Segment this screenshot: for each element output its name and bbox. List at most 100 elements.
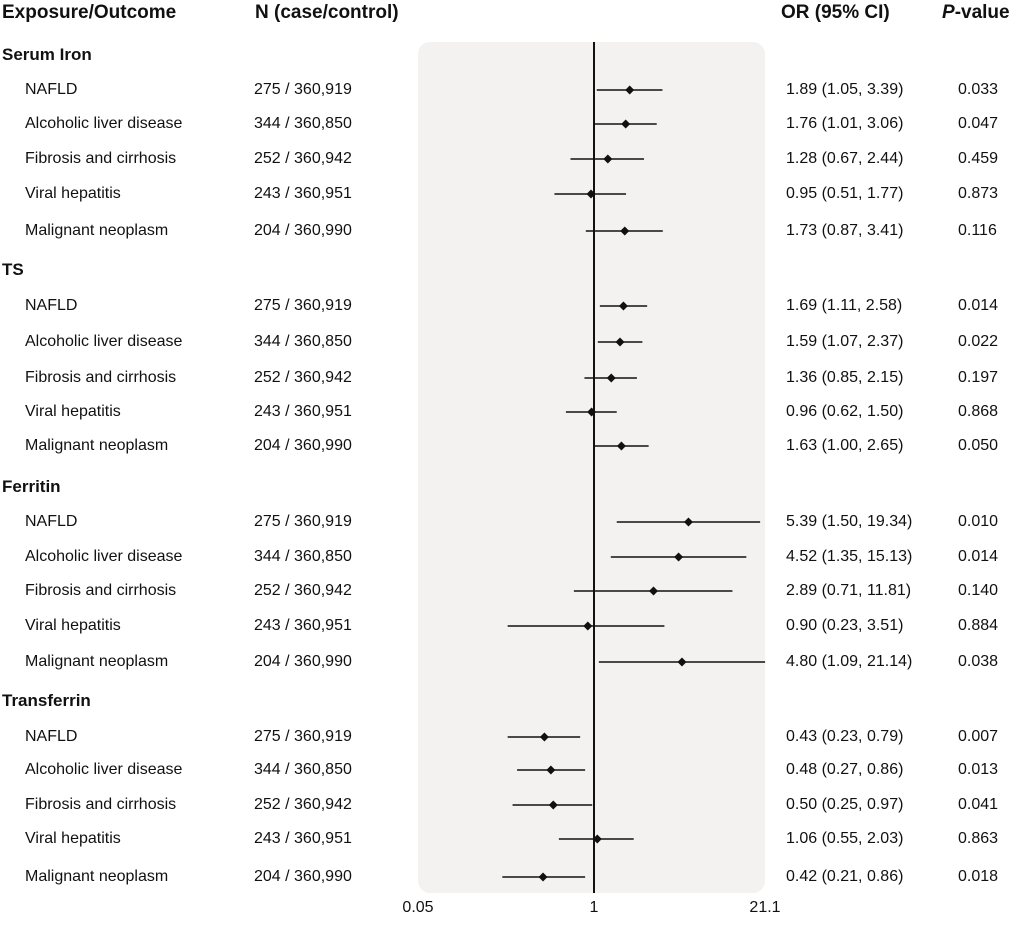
plot-panel [418, 42, 765, 893]
point-estimate [538, 872, 548, 882]
odds-ratio-ci: 0.48 (0.27, 0.86) [786, 761, 904, 778]
case-control-count: 243 / 360,951 [254, 403, 352, 420]
point-estimate [649, 586, 659, 596]
p-value: 0.197 [958, 369, 999, 386]
odds-ratio-ci: 0.95 (0.51, 1.77) [786, 185, 904, 202]
case-control-count: 204 / 360,990 [254, 437, 352, 454]
p-value: 0.459 [958, 150, 999, 167]
odds-ratio-ci: 1.06 (0.55, 2.03) [786, 830, 904, 847]
odds-ratio-ci: 4.80 (1.09, 21.14) [786, 653, 913, 670]
case-control-count: 252 / 360,942 [254, 582, 352, 599]
point-estimate [583, 621, 593, 631]
outcome-label: Viral hepatitis [25, 617, 121, 634]
outcome-label: Alcoholic liver disease [25, 333, 183, 350]
point-estimate [615, 337, 625, 347]
odds-ratio-ci: 1.59 (1.07, 2.37) [786, 333, 904, 350]
x-tick-label: 1 [589, 899, 599, 916]
outcome-label: Fibrosis and cirrhosis [25, 150, 177, 167]
outcome-label: Fibrosis and cirrhosis [25, 796, 177, 813]
odds-ratio-ci: 0.43 (0.23, 0.79) [786, 728, 904, 745]
odds-ratio-ci: 4.52 (1.35, 15.13) [786, 548, 913, 565]
outcome-label: Malignant neoplasm [25, 653, 169, 670]
case-control-count: 204 / 360,990 [254, 222, 352, 239]
odds-ratio-ci: 1.76 (1.01, 3.06) [786, 115, 904, 132]
p-value: 0.116 [958, 222, 997, 239]
p-value: 0.033 [958, 81, 999, 98]
point-estimate [683, 517, 693, 527]
outcome-label: NAFLD [25, 81, 78, 98]
p-value: 0.038 [958, 653, 999, 670]
odds-ratio-ci: 1.69 (1.11, 2.58) [786, 297, 903, 314]
p-value: 0.050 [958, 437, 999, 454]
outcome-label: Alcoholic liver disease [25, 115, 183, 132]
p-value: 0.047 [958, 115, 999, 132]
outcome-label: Viral hepatitis [25, 403, 121, 420]
p-value: 0.010 [958, 513, 999, 530]
case-control-count: 275 / 360,919 [254, 728, 352, 745]
group-title: Transferrin [2, 691, 91, 710]
outcome-label: Alcoholic liver disease [25, 548, 183, 565]
p-value: 0.013 [958, 761, 999, 778]
case-control-count: 252 / 360,942 [254, 796, 352, 813]
p-value: 0.873 [958, 185, 999, 202]
odds-ratio-ci: 5.39 (1.50, 19.34) [786, 513, 913, 530]
p-value: 0.041 [958, 796, 999, 813]
odds-ratio-ci: 0.96 (0.62, 1.50) [786, 403, 904, 420]
p-value: 0.014 [958, 297, 999, 314]
outcome-label: Fibrosis and cirrhosis [25, 582, 177, 599]
p-value: 0.140 [958, 582, 999, 599]
point-estimate [603, 154, 613, 164]
group-title: Serum Iron [2, 45, 92, 64]
x-tick-label: 21.1 [749, 899, 781, 916]
outcome-label: Viral hepatitis [25, 185, 121, 202]
case-control-count: 252 / 360,942 [254, 150, 352, 167]
odds-ratio-ci: 2.89 (0.71, 11.81) [786, 582, 912, 599]
group-title: Ferritin [2, 477, 61, 496]
group-title: TS [2, 260, 24, 279]
case-control-count: 243 / 360,951 [254, 185, 352, 202]
case-control-count: 275 / 360,919 [254, 513, 352, 530]
odds-ratio-ci: 1.28 (0.67, 2.44) [786, 150, 904, 167]
header-p-suffix: -value [954, 2, 1010, 23]
odds-ratio-ci: 1.36 (0.85, 2.15) [786, 369, 904, 386]
outcome-label: Alcoholic liver disease [25, 761, 183, 778]
case-control-count: 204 / 360,990 [254, 868, 352, 885]
header-p-value: P-value [942, 2, 1010, 24]
outcome-label: Fibrosis and cirrhosis [25, 369, 177, 386]
point-estimate [548, 800, 558, 810]
outcome-label: Malignant neoplasm [25, 868, 169, 885]
outcome-label: Viral hepatitis [25, 830, 121, 847]
odds-ratio-ci: 0.90 (0.23, 3.51) [786, 617, 904, 634]
point-estimate [587, 407, 597, 417]
case-control-count: 204 / 360,990 [254, 653, 352, 670]
case-control-count: 243 / 360,951 [254, 617, 352, 634]
point-estimate [677, 657, 687, 667]
p-value: 0.868 [958, 403, 999, 420]
p-value: 0.022 [958, 333, 999, 350]
outcome-label: NAFLD [25, 728, 78, 745]
p-value: 0.018 [958, 868, 999, 885]
case-control-count: 275 / 360,919 [254, 81, 352, 98]
odds-ratio-ci: 1.89 (1.05, 3.39) [786, 81, 904, 98]
odds-ratio-ci: 0.42 (0.21, 0.86) [786, 868, 904, 885]
point-estimate [616, 441, 626, 451]
odds-ratio-ci: 1.63 (1.00, 2.65) [786, 437, 904, 454]
case-control-count: 344 / 360,850 [254, 333, 352, 350]
header-or-ci: OR (95% CI) [781, 2, 890, 23]
point-estimate [539, 732, 549, 742]
header-n-case-control: N (case/control) [255, 2, 399, 23]
point-estimate [546, 765, 556, 775]
point-estimate [625, 85, 635, 95]
case-control-count: 252 / 360,942 [254, 369, 352, 386]
outcome-label: Malignant neoplasm [25, 222, 169, 239]
header-exposure-outcome: Exposure/Outcome [2, 2, 177, 23]
point-estimate [621, 119, 631, 129]
p-value: 0.863 [958, 830, 999, 847]
odds-ratio-ci: 1.73 (0.87, 3.41) [786, 222, 904, 239]
header-p-italic: P [942, 2, 955, 23]
p-value: 0.884 [958, 617, 999, 634]
p-value: 0.014 [958, 548, 999, 565]
point-estimate [592, 834, 602, 844]
point-estimate [586, 189, 596, 199]
